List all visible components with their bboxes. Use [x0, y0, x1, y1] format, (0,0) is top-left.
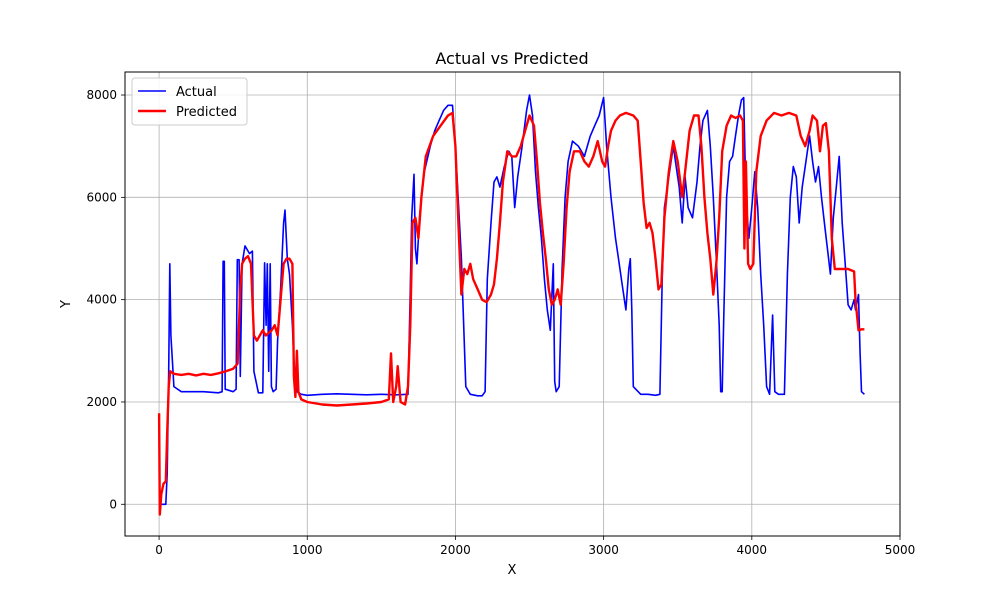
legend-label: Predicted: [176, 105, 237, 120]
series-layer: [157, 94, 865, 516]
y-tick-label: 6000: [86, 190, 117, 204]
x-tick-label: 4000: [737, 543, 768, 557]
chart-title: Actual vs Predicted: [435, 49, 588, 68]
x-tick-label: 0: [155, 543, 163, 557]
x-tick-label: 2000: [440, 543, 471, 557]
series-line-actual: [159, 94, 865, 506]
x-tick-label: 1000: [292, 543, 323, 557]
y-tick-label: 4000: [86, 293, 117, 307]
legend-label: Actual: [176, 85, 217, 100]
y-tick-label: 0: [109, 497, 117, 511]
series-line-predicted: [157, 111, 865, 516]
y-tick-label: 8000: [86, 88, 117, 102]
y-tick-label: 2000: [86, 395, 117, 409]
x-tick-label: 3000: [588, 543, 619, 557]
y-axis: 0 2000 4000 6000 8000: [86, 88, 125, 511]
y-axis-label: Y: [59, 300, 74, 309]
plot-frame: [124, 71, 901, 537]
x-tick-label: 5000: [885, 543, 916, 557]
legend: Actual Predicted: [131, 77, 248, 126]
legend-box: [131, 77, 248, 126]
x-axis: 0 1000 2000 3000 4000 5000: [155, 536, 915, 557]
x-axis-label: X: [508, 563, 517, 578]
